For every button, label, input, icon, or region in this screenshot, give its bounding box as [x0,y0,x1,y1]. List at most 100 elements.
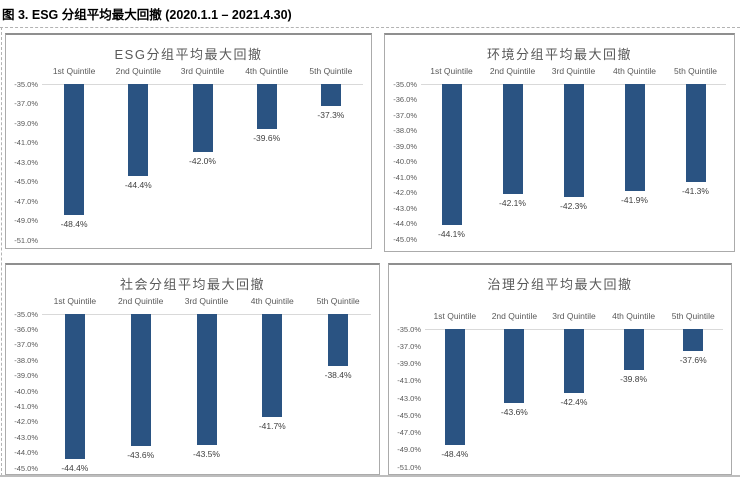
bar-4 [262,314,283,418]
data-label: -48.4% [60,218,88,229]
chart-title-social: 社会分组平均最大回撤 [119,277,265,292]
bar-1 [64,314,85,459]
y-tick-label: -41.0% [14,401,38,411]
y-tick-label: -47.0% [397,428,421,437]
bar-4 [256,84,277,129]
y-tick-label: -45.0% [393,234,417,244]
bar-3 [564,329,584,393]
bar-1 [64,84,85,215]
category-label: 2nd Quintile [118,296,164,306]
category-label: 5th Quintile [671,311,715,321]
data-label: -44.4% [61,462,89,473]
chart-title-environment: 环境分组平均最大回撤 [486,47,632,62]
data-label: -39.8% [620,374,648,385]
data-label: -38.4% [324,370,352,381]
y-tick-label: -49.0% [397,445,421,455]
category-label: 3rd Quintile [552,311,596,321]
data-label: -42.4% [560,396,588,407]
data-label: -41.7% [258,421,286,432]
y-tick-label: -43.0% [397,393,421,403]
y-tick-label: -40.0% [393,157,417,166]
chart-panel-governance: 治理分组平均最大回撤 -35.0% -37.0% -39.0% -41.0% -43.0%… [388,263,732,475]
dashed-left-divider [1,27,2,476]
y-tick-label: -35.0% [397,324,421,334]
bar-2 [504,329,525,404]
category-label: 2nd Quintile [491,311,538,321]
y-tick-label: -39.0% [393,141,417,151]
category-label: 2nd Quintile [115,66,161,76]
y-tick-label: -35.0% [14,309,38,319]
bar-5 [320,84,341,107]
y-tick-label: -51.0% [397,462,421,472]
bar-1 [441,84,462,226]
figure-title: 图 3. ESG 分组平均最大回撤 (2020.1.1 – 2021.4.30) [2,8,292,22]
y-tick-label: -51.0% [14,235,38,245]
category-label: 1st Quintile [433,311,477,321]
category-label: 5th Quintile [316,296,360,306]
category-label: 2nd Quintile [489,66,536,76]
y-tick-label: -45.0% [397,410,421,420]
y-tick-label: -35.0% [393,79,417,89]
y-tick-label: -44.0% [393,219,417,228]
y-tick-label: -39.0% [14,371,38,381]
bar-4 [624,84,645,191]
chart-panel-esg: ESG分组平均最大回撤 -35.0% -37.0% -39.0% -41.0% -43.0… [5,33,372,249]
category-label: 4th Quintile [613,66,656,76]
bar-1 [444,329,465,445]
category-label: 3rd Quintile [551,66,596,76]
y-tick-label: -38.0% [14,355,38,365]
bar-5 [685,84,706,182]
category-label: 3rd Quintile [180,66,225,76]
y-tick-label: -45.0% [14,463,38,473]
y-tick-label: -49.0% [14,216,38,225]
data-label: -44.1% [438,229,465,240]
data-label: -48.4% [441,448,469,459]
chart-title-governance: 治理分组平均最大回撤 [487,277,633,292]
y-tick-label: -45.0% [14,177,38,186]
y-tick-label: -39.0% [14,118,38,128]
bar-3 [563,84,584,198]
category-label: 4th Quintile [245,66,289,76]
y-tick-label: -43.0% [14,157,38,167]
bar-5 [683,329,704,352]
dashed-top-divider [0,27,740,28]
y-tick-label: -37.0% [393,110,417,120]
bar-3 [192,84,213,153]
y-tick-label: -40.0% [14,386,38,396]
y-tick-label: -47.0% [14,196,38,206]
y-tick-label: -42.0% [14,417,38,427]
category-label: 3rd Quintile [184,296,229,306]
category-label: 1st Quintile [430,66,473,76]
y-tick-label: -38.0% [393,126,417,135]
bar-2 [130,314,151,447]
y-tick-label: -35.0% [14,79,38,89]
y-tick-label: -41.0% [397,376,421,386]
y-tick-label: -37.0% [14,99,38,108]
category-label: 1st Quintile [52,66,96,76]
y-tick-label: -39.0% [397,359,421,368]
data-label: -37.6% [679,355,707,366]
y-tick-label: -43.0% [393,203,417,213]
y-tick-label: -43.0% [14,432,38,442]
data-label: -37.3% [317,110,345,121]
data-label: -43.5% [193,448,220,459]
bar-3 [196,314,217,445]
y-tick-label: -37.0% [397,341,421,351]
category-label: 5th Quintile [309,66,353,76]
category-label: 4th Quintile [612,311,656,321]
y-tick-label: -36.0% [393,95,417,104]
data-label: -43.6% [127,450,155,461]
chart-title-esg: ESG分组平均最大回撤 [114,47,263,62]
data-label: -44.4% [124,179,152,190]
bar-2 [502,84,523,195]
y-tick-label: -37.0% [14,340,38,350]
data-label: -42.3% [560,201,587,212]
category-label: 1st Quintile [53,296,97,306]
y-tick-label: -44.0% [14,448,38,458]
bottom-divider [0,475,740,477]
bar-4 [623,329,644,371]
y-tick-label: -41.0% [393,172,417,182]
y-tick-label: -41.0% [14,138,38,147]
bar-2 [128,84,149,176]
